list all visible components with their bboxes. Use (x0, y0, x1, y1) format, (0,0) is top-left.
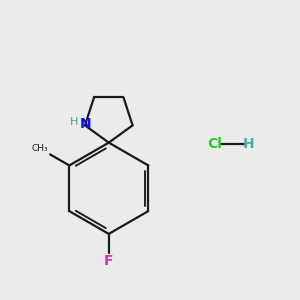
Text: Cl: Cl (207, 137, 222, 151)
Text: CH₃: CH₃ (31, 144, 48, 153)
Text: H: H (243, 137, 254, 151)
Text: H: H (70, 117, 78, 127)
Text: N: N (80, 117, 92, 131)
Text: F: F (104, 254, 113, 268)
